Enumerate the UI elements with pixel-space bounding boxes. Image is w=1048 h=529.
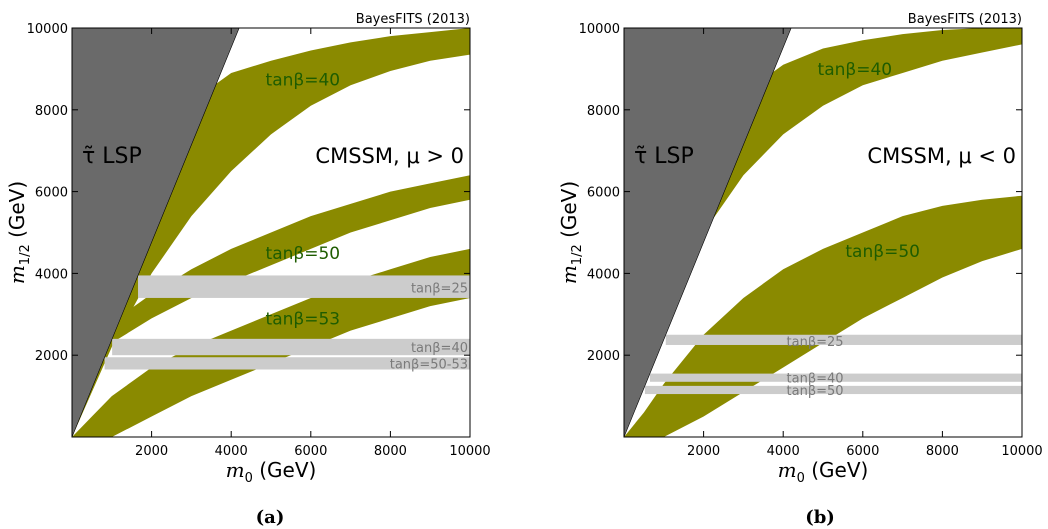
gray-band-1 bbox=[665, 334, 1022, 345]
x-tick-label: 6000 bbox=[294, 444, 327, 459]
panel-label: (b) bbox=[805, 507, 835, 528]
scenario-label: CMSSM, μ < 0 bbox=[867, 144, 1016, 168]
gray-band-label-2: tanβ=40 bbox=[411, 341, 468, 356]
y-tick-label: 4000 bbox=[35, 267, 68, 282]
y-tick-label: 2000 bbox=[587, 349, 620, 364]
axes-frame bbox=[71, 27, 471, 438]
stau-lsp-label: τ̃ LSP bbox=[82, 144, 142, 169]
gray-band-label-1: tanβ=25 bbox=[411, 282, 468, 297]
panel-label: (a) bbox=[256, 507, 285, 528]
gray-band-2 bbox=[649, 373, 1022, 382]
y-tick-label: 6000 bbox=[35, 186, 68, 201]
y-tick-label: 8000 bbox=[587, 104, 620, 119]
stau-lsp-region bbox=[72, 28, 240, 437]
x-tick-label: 10000 bbox=[449, 444, 490, 459]
x-axis-label: m0 (GeV) bbox=[778, 458, 869, 486]
y-tick-label: 10000 bbox=[579, 22, 620, 37]
x-tick-label: 10000 bbox=[1001, 444, 1042, 459]
x-tick-label: 6000 bbox=[846, 444, 879, 459]
gray-band-label-2: tanβ=40 bbox=[787, 372, 844, 387]
gray-band-3 bbox=[644, 385, 1022, 395]
y-tick-label: 10000 bbox=[27, 22, 68, 37]
y-axis-label: m1/2 (GeV) bbox=[557, 181, 585, 284]
plot-area bbox=[624, 28, 1022, 437]
x-tick-label: 2000 bbox=[687, 444, 720, 459]
olive-band-label-3: tanβ=53 bbox=[266, 310, 341, 330]
y-tick-label: 2000 bbox=[35, 349, 68, 364]
olive-band-label-2: tanβ=50 bbox=[845, 242, 920, 262]
olive-band-2 bbox=[72, 175, 470, 437]
source-tag: BayesFITS (2013) bbox=[908, 12, 1022, 27]
stau-lsp-region bbox=[624, 28, 792, 437]
source-tag: BayesFITS (2013) bbox=[356, 12, 470, 27]
olive-band-label-1: tanβ=40 bbox=[818, 60, 893, 80]
gray-band-3 bbox=[104, 357, 470, 370]
x-tick-label: 4000 bbox=[215, 444, 248, 459]
axes-frame bbox=[623, 27, 1023, 438]
plot-area bbox=[72, 28, 470, 437]
gray-band-label-1: tanβ=25 bbox=[787, 335, 844, 350]
panel-b: 2000 4000 6000 8000 10000 2000 4000 6000 8000 100… bbox=[557, 12, 1043, 528]
x-tick-label: 4000 bbox=[767, 444, 800, 459]
olive-band-label-2: tanβ=50 bbox=[266, 244, 341, 264]
stau-lsp-label: τ̃ LSP bbox=[634, 144, 694, 169]
y-axis-label: m1/2 (GeV) bbox=[5, 181, 33, 284]
x-axis-label: m0 (GeV) bbox=[226, 458, 317, 486]
gray-band-2 bbox=[112, 338, 470, 356]
panel-a: 2000 4000 6000 8000 10000 2000 4000 6000 8000 100… bbox=[5, 12, 491, 528]
x-tick-label: 8000 bbox=[374, 444, 407, 459]
x-tick-label: 8000 bbox=[926, 444, 959, 459]
olive-band-label-1: tanβ=40 bbox=[266, 70, 341, 90]
y-tick-label: 4000 bbox=[587, 267, 620, 282]
gray-band-label-3: tanβ=50-53 bbox=[390, 357, 468, 372]
gray-band-label-3: tanβ=50 bbox=[787, 384, 844, 399]
y-tick-label: 8000 bbox=[35, 104, 68, 119]
gray-band-1 bbox=[138, 275, 470, 298]
y-tick-label: 6000 bbox=[587, 186, 620, 201]
scenario-label: CMSSM, μ > 0 bbox=[315, 144, 464, 168]
x-tick-label: 2000 bbox=[135, 444, 168, 459]
